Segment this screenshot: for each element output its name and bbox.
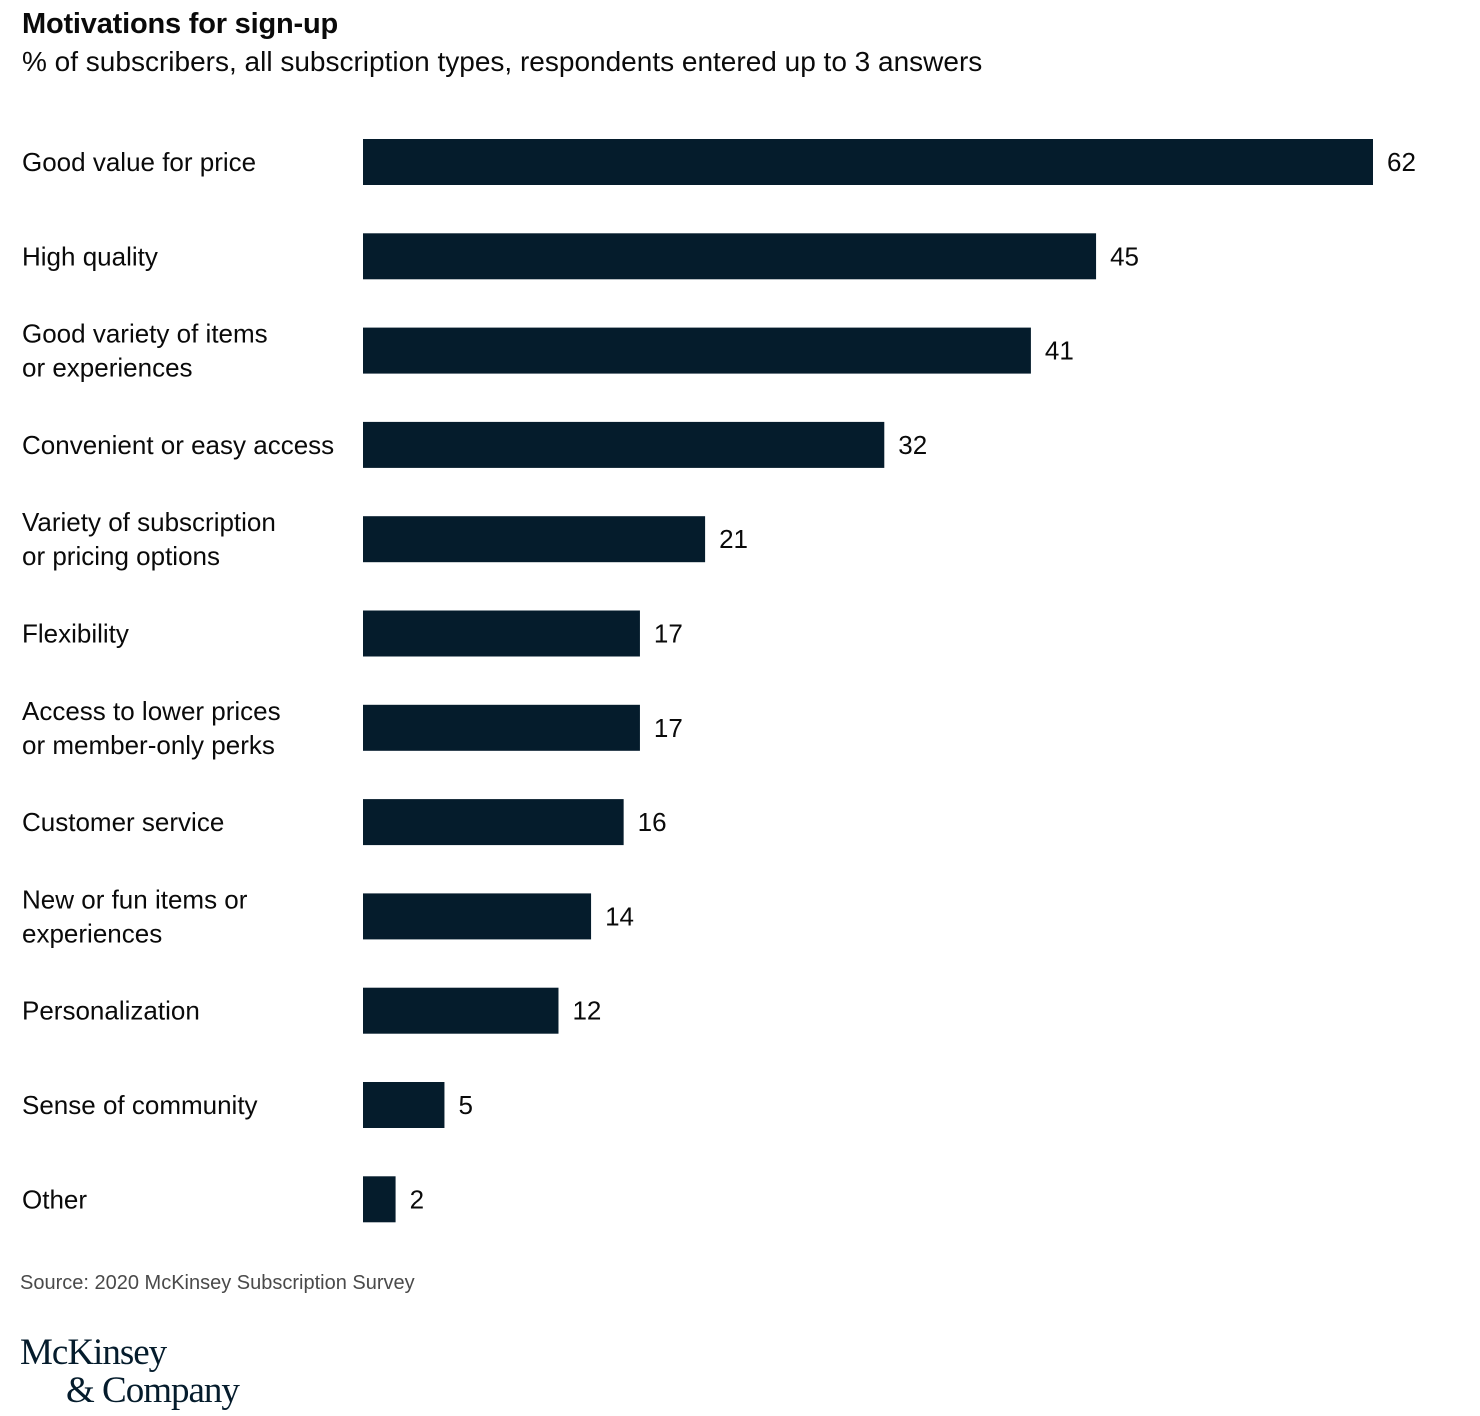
value-label-11: 2 <box>410 1184 424 1214</box>
bar-5 <box>363 610 640 657</box>
value-label-4: 21 <box>719 524 748 554</box>
value-label-8: 14 <box>605 901 634 931</box>
category-label-6: Access to lower prices or member-only per… <box>22 696 281 760</box>
value-label-7: 16 <box>638 807 667 837</box>
bar-1 <box>363 233 1097 280</box>
category-label-2: Good variety of items or experiences <box>22 319 268 383</box>
bar-11 <box>363 1176 396 1223</box>
bar-3 <box>363 421 885 468</box>
bar-10 <box>363 1082 445 1128</box>
category-label-0: Good value for price <box>22 147 256 177</box>
logo-line-2: & Company <box>66 1370 240 1411</box>
category-label-5: Flexibility <box>22 619 129 649</box>
value-label-2: 41 <box>1045 336 1074 366</box>
source-note: Source: 2020 McKinsey Subscription Surve… <box>20 1272 415 1294</box>
value-label-9: 12 <box>572 996 601 1026</box>
category-label-1: High quality <box>22 241 158 271</box>
category-label-11: Other <box>22 1184 87 1214</box>
value-label-1: 45 <box>1110 241 1139 271</box>
bar-6 <box>363 704 640 751</box>
logo-line-1: McKinsey <box>20 1332 167 1373</box>
category-label-4: Variety of subscription or pricing option… <box>22 507 276 571</box>
category-label-7: Customer service <box>22 807 224 837</box>
chart-subtitle: % of subscribers, all subscription types… <box>22 46 983 77</box>
bar-8 <box>363 893 592 940</box>
category-label-3: Convenient or easy access <box>22 430 334 460</box>
category-label-8: New or fun items or experiences <box>22 884 248 948</box>
value-label-6: 17 <box>654 713 683 743</box>
chart-title: Motivations for sign-up <box>22 8 338 40</box>
bar-7 <box>363 799 624 846</box>
bar-chart: 62 Good value for price 45 High quality 41 Go… <box>22 139 1416 1223</box>
value-label-5: 17 <box>654 619 683 649</box>
bar-0 <box>363 139 1373 185</box>
value-label-0: 62 <box>1387 147 1416 177</box>
bar-4 <box>363 516 706 563</box>
bar-9 <box>363 987 559 1034</box>
value-label-10: 5 <box>458 1090 472 1120</box>
bar-2 <box>363 327 1031 374</box>
value-label-3: 32 <box>898 430 927 460</box>
category-label-9: Personalization <box>22 996 200 1026</box>
category-label-10: Sense of community <box>22 1090 258 1120</box>
mckinsey-logo: McKinsey & Company <box>20 1332 240 1411</box>
